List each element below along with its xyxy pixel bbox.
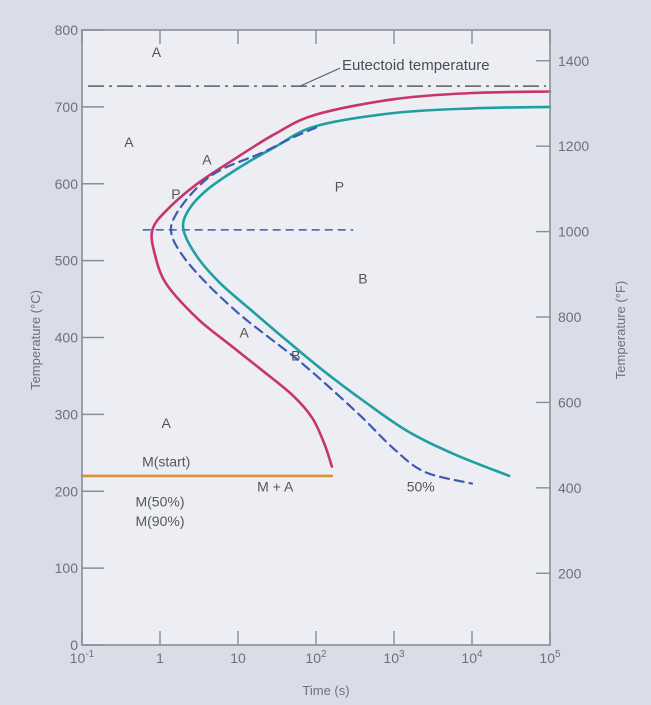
y-tick-label-right: 1000 — [558, 224, 589, 240]
x-tick-label: 105 — [539, 649, 561, 666]
annotation-2: A — [162, 415, 172, 431]
y-tick-label-left: 400 — [55, 330, 79, 346]
y-tick-label-left: 800 — [55, 22, 79, 38]
annotation-5: M + A — [257, 478, 294, 494]
x-tick-label: 103 — [383, 649, 405, 666]
x-tick-label: 1 — [156, 650, 164, 666]
x-tick-label: 104 — [461, 649, 483, 666]
y-tick-label-right: 1400 — [558, 53, 589, 69]
y-tick-label-left: 700 — [55, 99, 79, 115]
y-tick-label-left: 300 — [55, 406, 79, 422]
y-tick-label-right: 1200 — [558, 138, 589, 154]
y-tick-label-right: 400 — [558, 480, 582, 496]
x-axis-title: Time (s) — [302, 683, 349, 698]
y-tick-label-left: 100 — [55, 560, 79, 576]
annotation-4: B — [358, 271, 367, 287]
annotation-9: A — [202, 152, 212, 168]
y-tick-label-left: 600 — [55, 176, 79, 192]
y-tick-label-right: 800 — [558, 309, 582, 325]
y-tick-label-left: 200 — [55, 483, 79, 499]
annotation-10: A — [240, 325, 250, 341]
annotation-1: A — [124, 134, 134, 150]
series-line-2 — [169, 126, 474, 485]
plot-background — [82, 30, 550, 645]
annotation-11: B — [291, 348, 300, 364]
annotation-8: P — [171, 186, 180, 202]
series-line-0 — [150, 90, 552, 468]
annotation-7: M(90%) — [135, 513, 184, 529]
eutectoid-label: Eutectoid temperature — [342, 57, 490, 74]
y-tick-label-left: 500 — [55, 253, 79, 269]
x-tick-label: 102 — [305, 649, 327, 666]
annotation-3: P — [335, 178, 344, 194]
y-tick-label-right: 600 — [558, 394, 582, 410]
y-axis-title-left: Temperature (°C) — [28, 290, 43, 390]
y-tick-label-right: 200 — [558, 565, 582, 581]
y-tick-label-left: 0 — [70, 637, 78, 653]
x-tick-label: 10-1 — [70, 649, 95, 666]
eutectoid-leader — [299, 67, 341, 87]
series-line-1 — [181, 105, 552, 478]
annotation-0: A — [152, 44, 162, 60]
annotation-6: M(50%) — [135, 494, 184, 510]
annotation-13: 50% — [407, 478, 435, 494]
y-axis-title-right: Temperature (°F) — [613, 281, 628, 379]
x-tick-label: 10 — [230, 650, 246, 666]
annotation-12: M(start) — [142, 454, 190, 470]
